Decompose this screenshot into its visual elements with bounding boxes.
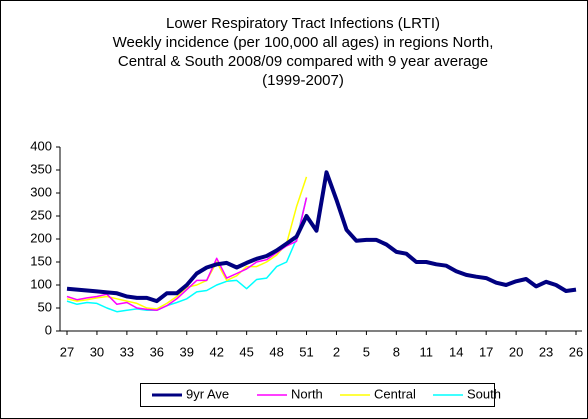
y-tick-label: 150 [30,253,52,268]
x-tick-label: 5 [363,344,370,359]
x-tick-label: 51 [299,344,313,359]
y-tick-label: 400 [30,138,52,153]
x-tick-label: 42 [209,344,223,359]
x-tick-label: 39 [180,344,194,359]
y-tick-label: 100 [30,276,52,291]
chart-title: Lower Respiratory Tract Infections (LRTI… [166,15,440,32]
chart-title: Weekly incidence (per 100,000 all ages) … [113,34,494,51]
y-tick-label: 200 [30,230,52,245]
x-tick-label: 45 [239,344,253,359]
x-tick-label: 48 [269,344,283,359]
x-tick-label: 20 [509,344,523,359]
series-line [66,197,308,313]
x-tick-label: 8 [393,344,400,359]
legend-box [140,383,495,407]
chart-title: (1999-2007) [262,72,344,89]
y-tick-label: 0 [45,322,52,337]
x-tick-label: 27 [60,344,74,359]
x-tick-label: 2 [333,344,340,359]
chart-title: Central & South 2008/09 compared with 9 … [118,53,488,70]
legend-label: Central [374,386,416,401]
legend-label: 9yr Ave [186,386,229,401]
y-tick-label: 250 [30,207,52,222]
x-tick-label: 23 [539,344,553,359]
x-tick-label: 14 [449,344,463,359]
x-tick-label: 17 [479,344,493,359]
x-tick-label: 11 [420,344,434,359]
x-tick-label: 36 [150,344,164,359]
legend-label: North [291,386,323,401]
legend-label: South [467,386,501,401]
x-tick-label: 30 [90,344,104,359]
y-tick-label: 50 [38,299,52,314]
x-tick-label: 33 [120,344,134,359]
y-tick-label: 300 [30,184,52,199]
x-tick-label: 26 [569,344,583,359]
series-line [66,170,577,304]
y-tick-label: 350 [30,161,52,176]
